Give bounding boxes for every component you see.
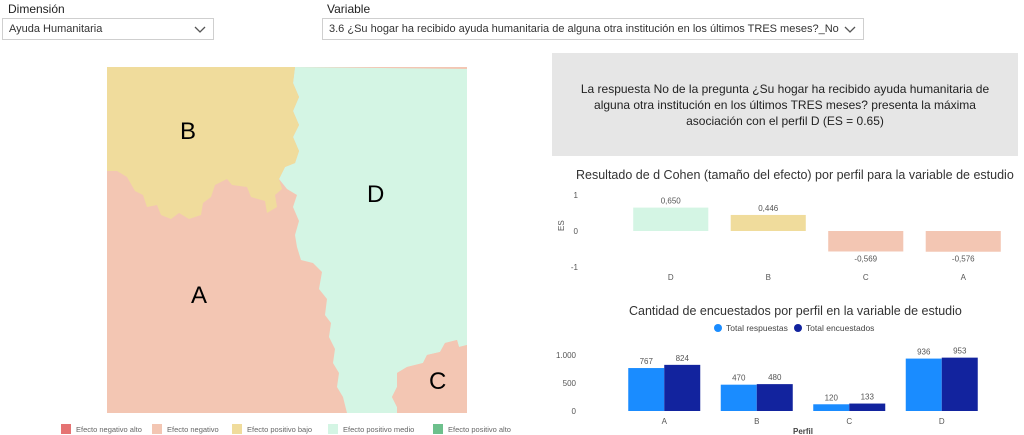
legend-label-total-encuestados: Total encuestados (805, 323, 875, 333)
chevron-down-icon (844, 26, 856, 33)
data-label: -0,569 (854, 254, 877, 263)
map-region-c (392, 340, 467, 413)
chevron-down-icon (194, 26, 206, 33)
legend-swatch (433, 424, 443, 434)
legend-label: Efecto positivo medio (343, 424, 415, 434)
x-tick-label: A (662, 417, 668, 426)
dimension-value: Ayuda Humanitaria (9, 23, 103, 35)
legend-item-positivo-medio: Efecto positivo medio (328, 424, 414, 434)
insight-box: La respuesta No de la pregunta ¿Su hogar… (552, 53, 1018, 156)
bar-respuestas-a[interactable] (628, 368, 665, 411)
x-tick-label: A (961, 273, 967, 282)
legend-dot-total-respuestas (714, 324, 722, 332)
legend-swatch (328, 424, 338, 434)
region-label-c: C (429, 368, 446, 395)
legend-label-total-respuestas: Total respuestas (726, 323, 788, 333)
y-tick-label: 0 (572, 407, 577, 416)
x-tick-label: D (668, 273, 674, 282)
y-tick-label: 1 (574, 191, 579, 200)
legend-item-positivo-alto: Efecto positivo alto (433, 424, 511, 434)
x-tick-label: B (766, 273, 771, 282)
profile-map: B D A C (107, 67, 467, 413)
bar-encuestados-c[interactable] (849, 403, 886, 411)
legend-item-negativo: Efecto negativo (152, 424, 219, 434)
respondents-chart: 1.000 500 0 767 824 A 470 480 B 120 133 C 936 953 D Per… (556, 347, 978, 435)
x-tick-label: D (939, 417, 945, 426)
y-tick-label: 500 (563, 379, 577, 388)
legend-dot-total-encuestados (793, 324, 802, 332)
data-label: 133 (861, 393, 875, 402)
map-region-b (107, 67, 299, 219)
data-label: 0,446 (758, 204, 779, 213)
data-label: 120 (825, 393, 839, 402)
y-tick-label: -1 (571, 263, 579, 272)
effect-bar-b[interactable] (730, 214, 806, 231)
effect-bar-d[interactable] (633, 207, 709, 231)
variable-dropdown[interactable]: 3.6 ¿Su hogar ha recibido ayuda humanita… (322, 18, 864, 40)
x-tick-label: C (863, 273, 869, 282)
y-tick-label: 1.000 (556, 351, 577, 360)
region-label-d: D (367, 181, 384, 208)
bar-respuestas-b[interactable] (720, 384, 757, 411)
effect-bar-a[interactable] (925, 231, 1001, 252)
x-axis-label: Perfil (793, 427, 813, 435)
dimension-filter-label: Dimensión (8, 2, 65, 16)
x-tick-label: C (846, 417, 852, 426)
insight-text: La respuesta No de la pregunta ¿Su hogar… (580, 81, 990, 128)
data-label: 953 (953, 347, 967, 356)
legend-item-positivo-bajo: Efecto positivo bajo (232, 424, 312, 434)
y-tick-label: 0 (574, 227, 579, 236)
legend-label: Efecto positivo bajo (247, 424, 313, 434)
data-label: -0,576 (952, 255, 975, 264)
data-label: 936 (917, 348, 931, 357)
data-label: 0,650 (661, 197, 682, 206)
data-label: 824 (676, 354, 690, 363)
data-label: 767 (640, 357, 654, 366)
effect-size-chart: ES 1 0 -1 0,650 D 0,446 B -0,569 C -0,576 A (557, 191, 1001, 282)
bar-encuestados-b[interactable] (756, 384, 793, 411)
x-tick-label: B (754, 417, 759, 426)
legend-label: Efecto negativo (167, 424, 219, 434)
legend-label: Efecto positivo alto (448, 424, 511, 434)
respondents-legend: Total respuestas Total encuestados (714, 323, 874, 333)
bar-respuestas-c[interactable] (813, 404, 850, 411)
y-axis-label: ES (557, 220, 566, 231)
bar-encuestados-a[interactable] (664, 364, 701, 411)
legend-swatch (152, 424, 162, 434)
variable-value: 3.6 ¿Su hogar ha recibido ayuda humanita… (329, 23, 839, 35)
respondents-chart-title: Cantidad de encuestados por perfil en la… (629, 304, 962, 318)
region-label-b: B (180, 118, 196, 145)
bar-encuestados-d[interactable] (941, 357, 978, 411)
data-label: 470 (732, 374, 746, 383)
variable-filter-label: Variable (327, 2, 371, 16)
effect-size-chart-title: Resultado de d Cohen (tamaño del efecto)… (576, 168, 1014, 182)
data-label: 480 (768, 373, 782, 382)
map-region-d (279, 67, 467, 413)
dimension-dropdown[interactable]: Ayuda Humanitaria (2, 18, 214, 40)
legend-swatch (61, 424, 71, 434)
legend-item-negativo-alto: Efecto negativo alto (61, 424, 142, 434)
bar-respuestas-d[interactable] (905, 358, 942, 411)
effect-bar-c[interactable] (828, 231, 904, 252)
region-label-a: A (191, 282, 207, 309)
legend-label: Efecto negativo alto (76, 424, 142, 434)
legend-swatch (232, 424, 242, 434)
